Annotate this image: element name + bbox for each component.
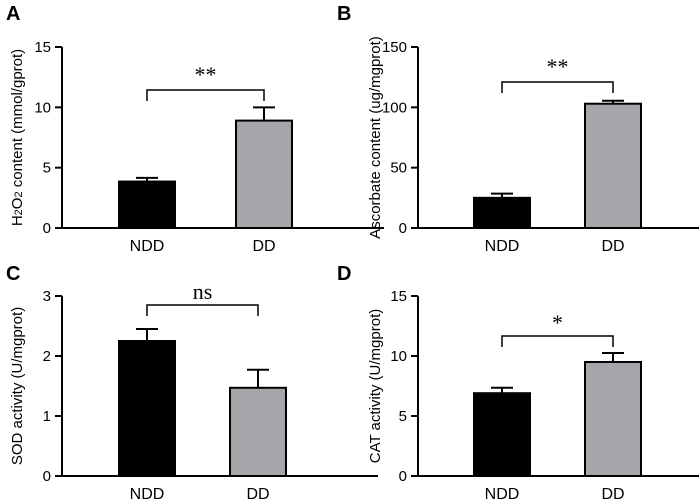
panel-c-ytick-label: 0: [43, 468, 51, 485]
panel-b-ytick-label: 100: [382, 99, 407, 116]
panel-b-ytick-label: 0: [399, 220, 407, 237]
panel-c-ytick-label: 1: [43, 408, 51, 425]
panel-a-ylabel: H2O2 content (mmol/gprot): [9, 49, 26, 226]
panel-c-xtick-ndd: NDD: [130, 486, 165, 503]
panel-d-ytick-label: 10: [390, 348, 407, 365]
panel-a-ylabel-part: content (mmol/gprot): [9, 49, 26, 192]
panel-a-ytick-label: 0: [43, 220, 51, 237]
panel-c-bar-dd: [229, 386, 287, 477]
panel-d: D NDD DD 0 5 10 15 CAT activity (U/mgprot) *: [337, 263, 699, 503]
panel-a-sig-bracket: [146, 89, 265, 101]
panel-d-xtick-ndd: NDD: [485, 486, 520, 503]
panel-a-ylabel-part: 2: [13, 209, 25, 215]
panel-b-ytick-label: 150: [382, 39, 407, 56]
panel-a-ytick-label: 10: [34, 99, 51, 116]
panel-a-bar-dd: [235, 119, 293, 229]
panel-d-sig-label: *: [552, 310, 563, 335]
panel-c: C NDD DD 0 1 2 3 SOD activity (U/mgprot) ns: [6, 263, 378, 503]
panel-d-bar-ndd: [473, 392, 531, 478]
panel-d-letter: D: [337, 263, 351, 285]
panel-b-bar-ndd: [473, 196, 531, 229]
panel-a-letter: A: [6, 3, 20, 25]
panel-b-xtick-dd: DD: [601, 238, 624, 255]
panel-d-ytick-label: 15: [390, 288, 407, 305]
panel-d-bar-dd: [584, 361, 642, 477]
panel-b-sig-label: **: [547, 54, 569, 79]
panel-c-ytick-label: 3: [43, 288, 51, 305]
panel-a-ytick-label: 15: [34, 39, 51, 56]
panel-d-sig-bracket: [501, 335, 614, 347]
panel-c-ylabel: SOD activity (U/mgprot): [9, 307, 26, 465]
panel-c-xtick-dd: DD: [246, 486, 269, 503]
panel-c-letter: C: [6, 263, 20, 285]
panel-d-xtick-dd: DD: [601, 486, 624, 503]
panel-b-sig-bracket: [501, 81, 614, 93]
panel-b-letter: B: [337, 3, 351, 25]
panel-d-ytick-label: 5: [399, 408, 407, 425]
panel-b-xtick-ndd: NDD: [485, 238, 520, 255]
panel-a-ylabel-part: 2: [13, 191, 25, 197]
panel-c-bar-ndd: [118, 340, 176, 477]
panel-b-bar-dd: [584, 102, 642, 229]
panel-c-sig-bracket: [146, 304, 259, 316]
panel-b-ylabel: Ascorbate content (ug/mgprot): [367, 36, 384, 239]
panel-a-bar-ndd: [118, 180, 176, 229]
panel-c-sig-label: ns: [193, 279, 213, 304]
panel-c-ytick-label: 2: [43, 348, 51, 365]
panel-a-ylabel-part: O: [9, 198, 26, 210]
panel-a-ytick-label: 5: [43, 160, 51, 177]
panel-a-sig-label: **: [195, 62, 217, 87]
panel-a-xtick-ndd: NDD: [130, 238, 165, 255]
panel-d-ylabel: CAT activity (U/mgprot): [367, 309, 384, 463]
panel-d-ytick-label: 0: [399, 468, 407, 485]
panel-a-xtick-dd: DD: [252, 238, 275, 255]
panel-b-ytick-label: 50: [390, 160, 407, 177]
panel-a-ylabel-part: H: [9, 215, 26, 226]
